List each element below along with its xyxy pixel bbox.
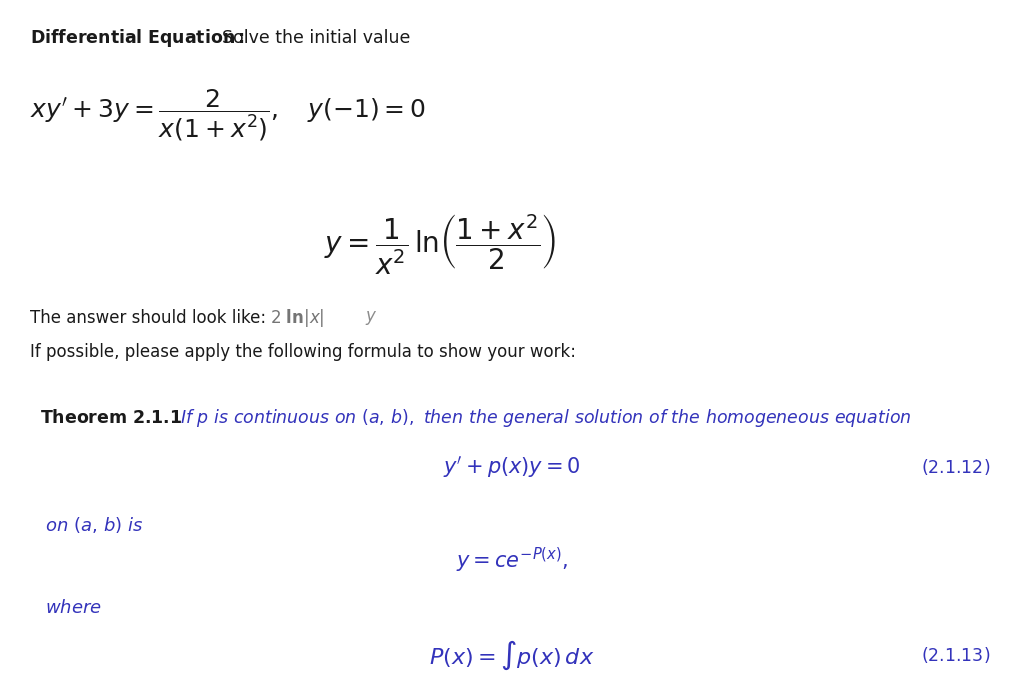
Text: $\mathbf{Theorem\ 2.1.1}$: $\mathbf{Theorem\ 2.1.1}$: [40, 409, 182, 427]
Text: $\mathit{on}\ (a,\,b)\ \mathit{is}$: $\mathit{on}\ (a,\,b)\ \mathit{is}$: [45, 515, 143, 535]
Text: $y$: $y$: [365, 309, 378, 327]
Text: $y = ce^{-P(x)},$: $y = ce^{-P(x)},$: [456, 545, 568, 575]
Text: $y = \dfrac{1}{x^2}\,\ln\!\left(\dfrac{1 + x^2}{2}\right)$: $y = \dfrac{1}{x^2}\,\ln\!\left(\dfrac{1…: [324, 212, 556, 278]
Text: $2\ \mathbf{ln}|x|$: $2\ \mathbf{ln}|x|$: [270, 307, 325, 329]
Text: $P(x) = \int p(x)\, dx$: $P(x) = \int p(x)\, dx$: [429, 638, 595, 672]
Text: Solve the initial value: Solve the initial value: [222, 29, 411, 47]
Text: $y' + p(x)y = 0$: $y' + p(x)y = 0$: [443, 454, 581, 480]
Text: The answer should look like:: The answer should look like:: [30, 309, 266, 327]
Text: $(2.1.12)$: $(2.1.12)$: [921, 457, 990, 477]
Text: $\mathbf{Differential\ Equation:}$: $\mathbf{Differential\ Equation:}$: [30, 27, 245, 49]
Text: $xy' + 3y = \dfrac{2}{x(1 + x^2)},\quad y(-1) = 0$: $xy' + 3y = \dfrac{2}{x(1 + x^2)},\quad …: [30, 87, 426, 143]
Text: $\mathit{If}\ p\ \mathit{is\ continuous\ on}\ (a,\,b),\ \mathit{then\ the\ gener: $\mathit{If}\ p\ \mathit{is\ continuous\…: [180, 407, 911, 429]
Text: $(2.1.13)$: $(2.1.13)$: [921, 645, 990, 665]
Text: $\mathit{where}$: $\mathit{where}$: [45, 599, 101, 617]
Text: If possible, please apply the following formula to show your work:: If possible, please apply the following …: [30, 343, 575, 361]
